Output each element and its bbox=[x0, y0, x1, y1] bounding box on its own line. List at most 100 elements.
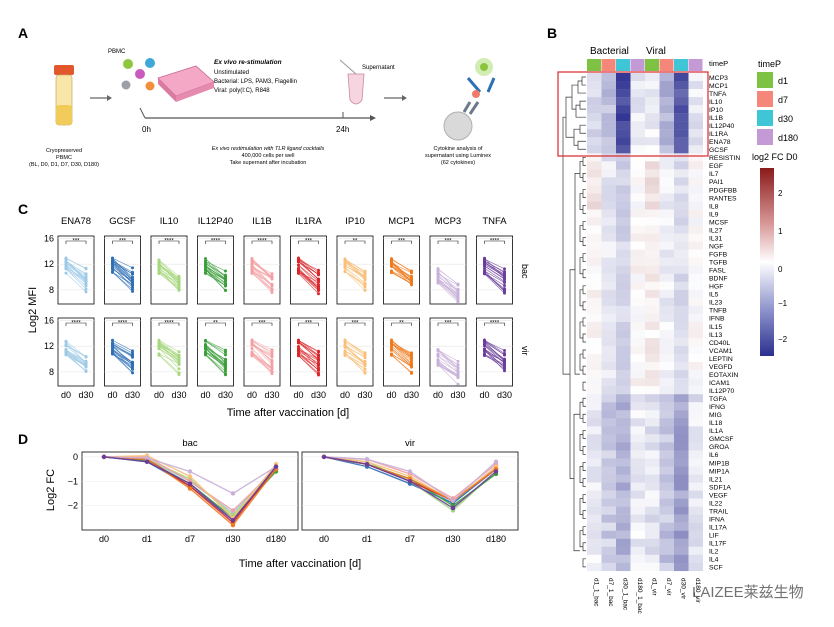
c-xtick: d30 bbox=[171, 390, 186, 400]
paired-line bbox=[65, 351, 87, 368]
heatmap-cell bbox=[616, 458, 631, 467]
heatmap-cell bbox=[674, 241, 689, 250]
heatmap-cell bbox=[630, 490, 645, 499]
paired-line bbox=[437, 350, 459, 369]
heatmap-cell bbox=[616, 482, 631, 491]
paired-line bbox=[158, 353, 180, 364]
heatmap-cell bbox=[630, 530, 645, 539]
paired-line bbox=[158, 340, 180, 356]
heatmap-cell bbox=[616, 402, 631, 411]
paired-line bbox=[65, 345, 87, 364]
column-label: d1_1_bac bbox=[592, 578, 599, 607]
dendrogram-branch bbox=[582, 269, 586, 279]
paired-line bbox=[391, 259, 412, 272]
well-plate-icon bbox=[157, 65, 215, 102]
heatmap-cell bbox=[688, 121, 703, 130]
heatmap-cell bbox=[645, 257, 660, 266]
heatmap-cell bbox=[674, 562, 689, 572]
c-xtick: d30 bbox=[311, 390, 326, 400]
heatmap-cell bbox=[688, 394, 703, 403]
data-point bbox=[111, 261, 114, 265]
data-point bbox=[250, 351, 254, 355]
paired-line bbox=[391, 265, 412, 278]
sig-bracket bbox=[437, 240, 459, 244]
heatmap-cell bbox=[601, 121, 616, 130]
heatmap-cell bbox=[674, 209, 689, 218]
dendrogram-branch bbox=[582, 365, 586, 375]
data-point bbox=[503, 353, 506, 357]
heatmap-cell bbox=[645, 394, 660, 403]
data-point bbox=[250, 268, 254, 272]
data-point bbox=[157, 270, 161, 274]
heatmap-cell bbox=[688, 113, 703, 122]
dendrogram-branch bbox=[582, 381, 586, 391]
facet-panel bbox=[104, 317, 141, 387]
heatmap-cell bbox=[645, 418, 660, 427]
heatmap-cell bbox=[601, 522, 616, 531]
data-point bbox=[363, 278, 367, 282]
heatmap-cell bbox=[601, 329, 616, 339]
heatmap-cell bbox=[674, 530, 689, 539]
paired-line bbox=[298, 264, 319, 282]
heatmap-cell bbox=[601, 514, 616, 523]
data-point bbox=[297, 341, 300, 345]
data-point bbox=[410, 283, 413, 287]
heatmap-cell bbox=[674, 466, 689, 475]
data-point bbox=[317, 289, 320, 293]
heatmap-cell bbox=[659, 506, 674, 515]
c-ytick: 16 bbox=[44, 234, 54, 244]
data-point bbox=[297, 260, 300, 264]
heatmap-cell bbox=[587, 121, 602, 130]
heatmap-cell bbox=[616, 313, 631, 323]
data-point bbox=[84, 364, 88, 368]
heatmap-cell bbox=[587, 265, 602, 274]
heatmap-cell bbox=[630, 362, 645, 371]
heatmap-cell bbox=[688, 297, 703, 307]
heatmap-cell bbox=[601, 153, 616, 162]
heatmap-cell bbox=[616, 329, 631, 339]
heatmap-cell bbox=[616, 514, 631, 523]
heatmap-cells bbox=[587, 73, 703, 572]
heatmap-cell bbox=[645, 241, 660, 250]
heatmap-cell bbox=[659, 346, 674, 355]
dendrogram-branch bbox=[582, 333, 586, 343]
data-point bbox=[157, 342, 161, 346]
heatmap-cell bbox=[674, 442, 689, 451]
heatmap-cell bbox=[601, 169, 616, 178]
dendrogram-branch bbox=[579, 353, 583, 371]
data-point bbox=[224, 269, 227, 273]
data-point bbox=[363, 362, 367, 366]
heatmap-cell bbox=[645, 113, 660, 122]
heatmap-cell bbox=[645, 426, 660, 435]
paired-line bbox=[205, 345, 226, 367]
series-point bbox=[364, 461, 370, 467]
c-xtick: d30 bbox=[497, 390, 512, 400]
heatmap-cell bbox=[645, 434, 660, 443]
heatmap-cell bbox=[630, 426, 645, 435]
sig-stars: ** bbox=[399, 321, 404, 327]
heatmap-cell bbox=[659, 450, 674, 459]
data-point bbox=[84, 277, 88, 281]
scale-tick: 1 bbox=[778, 227, 783, 236]
cytokine-row-label: GCSF bbox=[709, 147, 728, 154]
heatmap-cell bbox=[674, 169, 689, 178]
series-point bbox=[230, 508, 236, 513]
paired-line bbox=[205, 267, 226, 281]
heatmap-cell bbox=[587, 418, 602, 427]
data-point bbox=[317, 268, 320, 272]
dendrogram-branch bbox=[579, 498, 583, 515]
paired-line bbox=[484, 273, 505, 294]
heatmap-cell bbox=[688, 89, 703, 98]
timep-anno-cell bbox=[601, 59, 616, 71]
cytokine-row-label: RANTES bbox=[709, 195, 737, 202]
paired-line bbox=[344, 265, 366, 277]
dendrogram-branch bbox=[573, 128, 580, 146]
heatmap-cell bbox=[645, 474, 660, 483]
heatmap-cell bbox=[630, 265, 645, 274]
heatmap-cell bbox=[616, 153, 631, 162]
heatmap-cell bbox=[645, 121, 660, 130]
heatmap-cell bbox=[630, 161, 645, 170]
data-point bbox=[363, 274, 367, 278]
heatmap-cell bbox=[601, 185, 616, 194]
data-point bbox=[436, 281, 440, 285]
